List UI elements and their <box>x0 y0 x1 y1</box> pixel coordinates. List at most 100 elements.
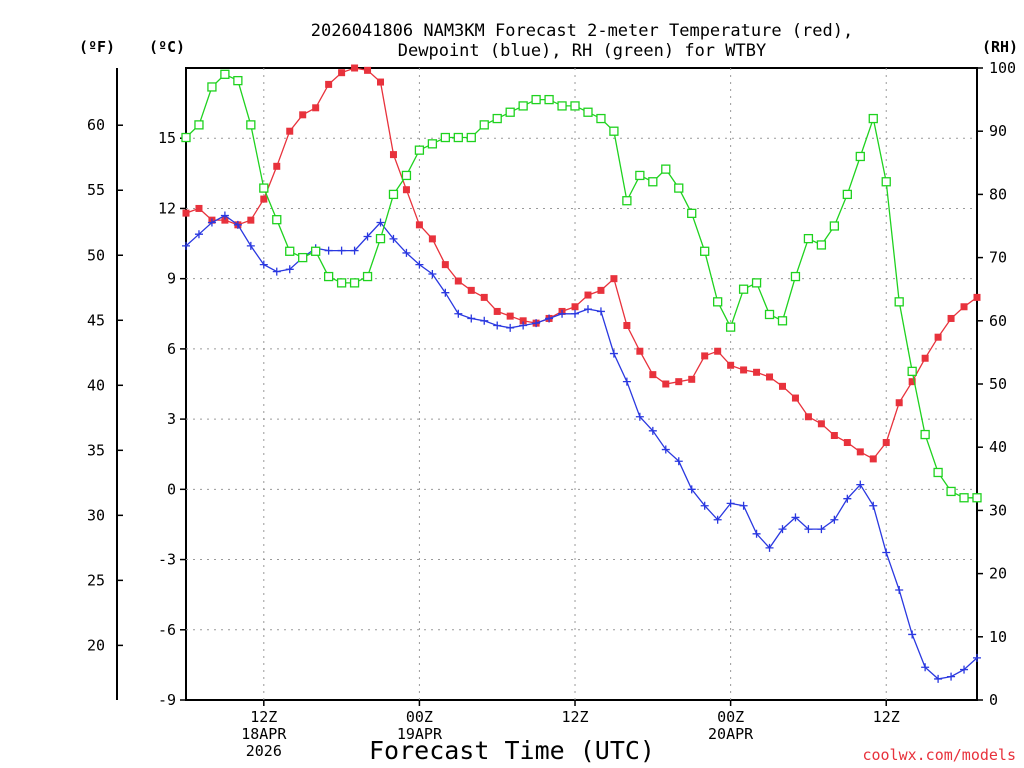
2-meter-temperature-point <box>338 69 346 77</box>
dewpoint-point <box>194 230 203 239</box>
2-meter-temperature-point <box>662 380 670 388</box>
dewpoint-point <box>739 501 748 510</box>
dewpoint-point <box>376 218 385 227</box>
2-meter-temperature-point <box>441 261 449 269</box>
2-meter-temperature-point <box>895 399 903 407</box>
rh-point <box>738 284 749 294</box>
celsius-tick-label: -3 <box>158 551 176 569</box>
dewpoint-point <box>687 485 696 494</box>
2-meter-temperature-point <box>286 127 294 135</box>
2-meter-temperature-point <box>415 221 423 229</box>
time-tick-label: 2026 <box>246 742 282 760</box>
2-meter-temperature-point <box>753 368 761 376</box>
2-meter-temperature-point <box>571 303 579 311</box>
dewpoint-point <box>454 309 463 318</box>
celsius-tick-label: 6 <box>167 340 176 358</box>
rh-point <box>842 189 852 200</box>
rh-tick-label: 30 <box>989 501 1007 519</box>
rh-point <box>375 233 386 244</box>
rh-point <box>972 493 982 503</box>
dewpoint-point <box>415 260 424 269</box>
2-meter-temperature-point <box>804 413 812 421</box>
2-meter-temperature-point <box>519 317 527 325</box>
rh-point <box>440 132 450 143</box>
dewpoint-point <box>220 211 229 220</box>
rh-point <box>829 221 840 231</box>
2-meter-temperature-point <box>934 333 942 341</box>
2-meter-temperature-point <box>856 448 864 456</box>
rh-point <box>323 271 334 282</box>
rh-point <box>946 486 956 497</box>
time-tick-label: 12Z <box>250 708 277 726</box>
rh-point <box>713 297 723 307</box>
dewpoint-point <box>648 426 657 435</box>
dewpoint-point <box>182 241 190 250</box>
2-meter-temperature-point <box>428 235 436 243</box>
2-meter-temperature-point <box>727 361 735 369</box>
fahrenheit-axis: 20 25 30 35 40 45 50 55 60 <box>87 116 123 654</box>
dewpoint-point <box>830 515 839 524</box>
rh-tick-label: 20 <box>989 565 1007 583</box>
rh-point <box>661 164 671 174</box>
rh-point <box>881 177 891 187</box>
rh-point <box>700 246 710 256</box>
rh-point <box>388 189 399 200</box>
2-meter-temperature-point <box>701 352 709 360</box>
dewpoint-point <box>532 319 541 328</box>
gridlines <box>186 68 977 700</box>
time-tick-label: 00Z <box>717 708 744 726</box>
rh-axis: 0 10 20 30 40 50 60 70 80 90 100 <box>977 59 1016 709</box>
rh-point <box>764 309 775 320</box>
2-meter-temperature-point <box>675 378 683 386</box>
fahrenheit-tick-label: 50 <box>87 246 105 264</box>
celsius-tick-label: 0 <box>167 480 176 498</box>
2-meter-temperature-point <box>299 111 307 119</box>
chart-title-line1: 2026041806 NAM3KM Forecast 2-meter Tempe… <box>311 21 853 41</box>
2-meter-temperature-point <box>597 286 605 294</box>
2-meter-temperature-point <box>493 307 501 315</box>
rh-point <box>609 126 619 136</box>
rh-point <box>531 94 541 105</box>
rh-point <box>544 94 554 105</box>
2-meter-temperature-point <box>195 204 203 212</box>
rh-point <box>920 429 930 440</box>
rh-point <box>557 101 567 111</box>
rh-point <box>207 82 217 92</box>
fahrenheit-tick-label: 45 <box>87 311 105 329</box>
2-meter-temperature-point <box>467 286 475 294</box>
2-meter-temperature-point <box>766 373 774 381</box>
2-meter-temperature-point <box>351 64 359 72</box>
dewpoint-point <box>778 525 787 534</box>
2-meter-temperature-line <box>185 67 978 460</box>
2-meter-temperature-point <box>714 347 722 355</box>
2-meter-temperature-point <box>636 347 644 355</box>
dewpoint-point <box>921 663 930 672</box>
dewpoint-point <box>246 241 255 250</box>
dewpoint-point <box>207 218 216 227</box>
dewpoint-point <box>843 494 852 503</box>
2-meter-temperature-series <box>182 64 981 463</box>
rh-tick-label: 70 <box>989 249 1007 267</box>
dewpoint-point <box>363 232 372 241</box>
dewpoint-point <box>895 585 904 594</box>
rh-point <box>816 240 827 250</box>
dewpoint-line <box>185 214 978 680</box>
rh-tick-label: 90 <box>989 122 1007 140</box>
rh-point <box>272 215 282 225</box>
rh-point <box>362 271 373 282</box>
dewpoint-point <box>765 543 774 552</box>
dewpoint-point <box>337 246 346 255</box>
celsius-tick-label: 9 <box>167 270 176 288</box>
dewpoint-point <box>259 260 268 269</box>
chart-title-line2: Dewpoint (blue), RH (green) for WTBY <box>398 41 766 61</box>
rh-point <box>311 246 321 256</box>
rh-point <box>414 145 425 155</box>
fahrenheit-tick-label: 40 <box>87 376 105 394</box>
dewpoint-point <box>674 457 683 466</box>
rh-point <box>233 75 243 86</box>
rh-point <box>570 101 580 111</box>
dewpoint-point <box>713 515 722 524</box>
dewpoint-point <box>285 265 294 274</box>
